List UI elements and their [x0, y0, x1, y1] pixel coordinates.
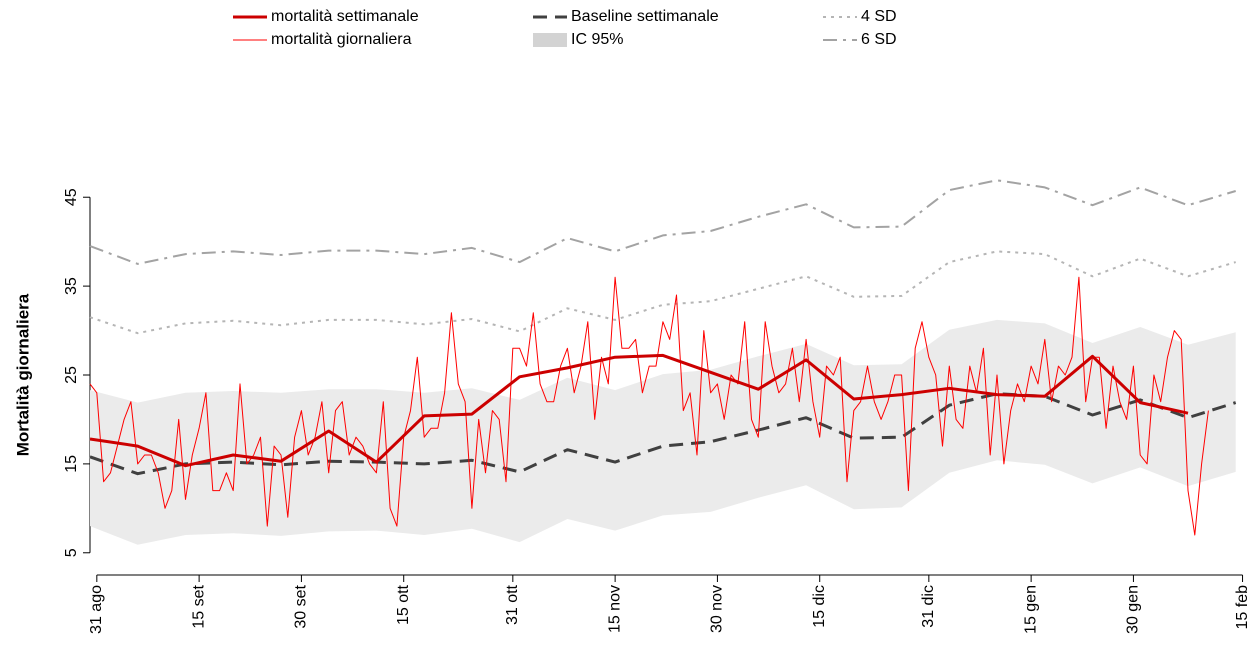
- legend-label: IC 95%: [571, 31, 623, 48]
- y-tick-label: 25: [63, 366, 80, 384]
- series-line: [89, 250, 1236, 335]
- legend-label: mortalità settimanale: [271, 8, 419, 25]
- x-tick-label: 31 dic: [920, 585, 937, 628]
- x-tick-label: 30 set: [293, 584, 310, 628]
- x-tick-label: 15 feb: [1234, 585, 1251, 630]
- series-line: [89, 353, 1189, 468]
- legend-label: mortalità giornaliera: [271, 31, 412, 48]
- x-tick-label: 31 ago: [88, 585, 105, 634]
- y-tick-label: 45: [63, 188, 80, 206]
- legend-label: 6 SD: [861, 31, 897, 48]
- x-tick-label: 31 ott: [504, 584, 521, 625]
- series-line: [89, 179, 1236, 265]
- legend-label: 4 SD: [861, 8, 897, 25]
- y-tick-label: 15: [63, 455, 80, 473]
- x-tick-label: 15 dic: [811, 585, 828, 628]
- x-tick-label: 15 nov: [606, 585, 623, 633]
- x-tick-label: 30 gen: [1125, 585, 1142, 634]
- legend-swatch: [533, 33, 567, 47]
- x-tick-label: 15 gen: [1022, 585, 1039, 634]
- y-axis-label: Mortalità giornaliera: [13, 293, 32, 456]
- x-tick-label: 15 ott: [395, 584, 412, 625]
- y-tick-label: 5: [63, 548, 80, 557]
- x-tick-label: 15 set: [190, 584, 207, 628]
- confidence-band: [90, 319, 1236, 545]
- legend-label: Baseline settimanale: [571, 8, 719, 25]
- x-tick-label: 30 nov: [709, 585, 726, 633]
- y-tick-label: 35: [63, 277, 80, 295]
